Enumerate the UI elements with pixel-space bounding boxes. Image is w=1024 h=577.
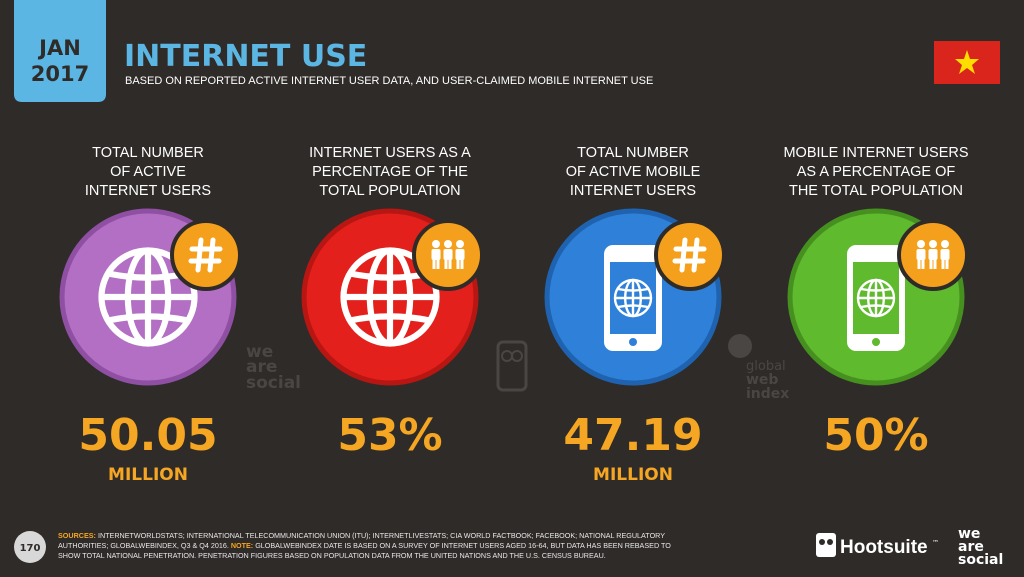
date-badge [14, 0, 106, 102]
value: 50% [823, 410, 928, 461]
title: INTERNET USE [124, 39, 367, 74]
unit: MILLION [108, 465, 188, 485]
year: 2017 [31, 62, 89, 86]
sources: AUTHORITIES; GLOBALWEBINDEX, Q3 & Q4 201… [58, 541, 671, 550]
month: JAN [37, 36, 81, 60]
heading: THE TOTAL POPULATION [789, 183, 963, 199]
heading: TOTAL NUMBER [92, 145, 204, 161]
was-text: are [958, 539, 984, 555]
heading: INTERNET USERS [85, 183, 211, 199]
sources: SOURCES: INTERNETWORLDSTATS; INTERNATION… [58, 531, 665, 540]
sources: SHOW TOTAL NATIONAL PENETRATION. PENETRA… [58, 551, 606, 560]
heading: TOTAL NUMBER [577, 145, 689, 161]
watermark-text: global [746, 359, 786, 374]
heading: MOBILE INTERNET USERS [783, 145, 968, 161]
note-text: GLOBALWEBINDEX DATE IS BASED ON A SURVEY… [255, 541, 671, 550]
subtitle: BASED ON REPORTED ACTIVE INTERNET USER D… [125, 75, 653, 87]
sources-label: SOURCES: [58, 531, 96, 540]
watermark-text: index [746, 386, 789, 402]
was-text: we [958, 526, 980, 542]
watermark-text: web [746, 372, 778, 388]
value: 50.05 [78, 410, 217, 461]
was-text: social [958, 552, 1003, 568]
heading: INTERNET USERS [570, 183, 696, 199]
watermark-text: are [246, 357, 277, 377]
unit: MILLION [593, 465, 673, 485]
heading: PERCENTAGE OF THE [312, 164, 468, 180]
heading: TOTAL POPULATION [319, 183, 460, 199]
stat-card: TOTAL NUMBER OF ACTIVE MOBILE INTERNET U… [544, 145, 726, 485]
sources-text: INTERNETWORLDSTATS; INTERNATIONAL TELECO… [98, 531, 665, 540]
heading: AS A PERCENTAGE OF [797, 164, 956, 180]
stat-card: TOTAL NUMBER OF ACTIVE INTERNET USERS 50… [59, 145, 242, 485]
page-badge [14, 531, 46, 563]
stat-card: INTERNET USERS AS A PERCENTAGE OF THE TO… [301, 145, 484, 461]
note-label: NOTE: [231, 541, 253, 550]
page-number: 170 [20, 543, 41, 554]
hootsuite-logo: Hootsuite ™ [816, 533, 939, 558]
heading: OF ACTIVE MOBILE [566, 164, 701, 180]
heading: OF ACTIVE [110, 164, 186, 180]
trademark: ™ [932, 539, 939, 547]
heading: INTERNET USERS AS A [309, 145, 471, 161]
watermark-text: social [246, 373, 301, 393]
sources-text: AUTHORITIES; GLOBALWEBINDEX, Q3 & Q4 201… [58, 541, 229, 550]
watermark: we are social global web index [246, 334, 789, 402]
brand: Hootsuite [840, 537, 928, 558]
watermark-text: we [246, 342, 273, 362]
was-logo: we are social [958, 526, 1003, 568]
value: 47.19 [563, 410, 702, 461]
value: 53% [337, 410, 442, 461]
stat-card: MOBILE INTERNET USERS AS A PERCENTAGE OF… [783, 145, 969, 461]
flag [934, 41, 1000, 84]
